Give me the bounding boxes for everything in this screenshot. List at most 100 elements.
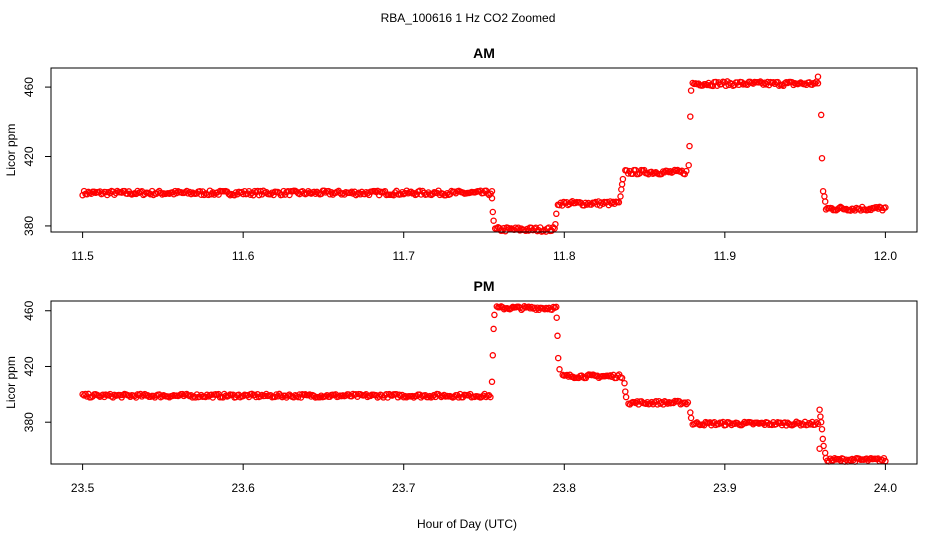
data-point [397,392,405,400]
data-point [617,193,624,200]
data-point [500,224,508,232]
data-point [790,81,797,89]
data-point [490,325,497,333]
x-tick-label: 23.9 [713,481,737,495]
x-tick-label: 11.5 [71,249,94,263]
data-points [79,73,889,235]
x-tick-label: 23.7 [392,481,416,495]
data-point [816,445,823,452]
data-point [257,393,264,400]
data-points [79,303,889,465]
data-point [819,187,827,195]
data-point [814,420,822,428]
data-point [819,435,827,443]
data-point [203,391,211,399]
data-point [490,217,497,224]
data-point [553,314,560,321]
data-point [553,303,560,311]
data-point [687,414,695,422]
data-point [316,394,324,401]
panel-title: PM [474,278,495,294]
data-point [882,204,889,211]
data-point [731,420,738,428]
data-point [687,87,695,94]
data-point [489,352,497,359]
x-tick-label: 12.0 [874,249,898,263]
data-point [196,187,204,195]
data-point [814,80,822,87]
data-point [367,392,374,400]
data-point [239,392,247,400]
plot-box [50,300,918,465]
data-point [818,425,826,433]
data-point [225,190,232,198]
chart-panels: AM 11.5 11.6 11.7 11.8 11.9 12.0 380 420 460 Licor… [4,45,918,495]
data-point [226,191,234,199]
data-point [642,400,650,408]
data-point [383,390,390,398]
data-point [488,194,496,202]
plot-box [50,67,918,233]
data-point [455,394,462,401]
data-point [347,189,354,197]
y-axis-label: Licor ppm [4,356,18,409]
x-tick-label: 11.8 [553,249,576,263]
x-tick-label: 11.9 [714,249,737,263]
y-tick-label: 460 [22,300,36,320]
data-point [618,181,626,188]
data-point [821,449,829,457]
data-point [681,399,689,406]
data-point [544,305,551,313]
data-point [817,418,825,426]
x-tick-label: 11.7 [392,249,415,263]
data-point [320,187,328,194]
data-point [489,208,497,216]
y-tick-label: 380 [22,412,36,432]
data-point [818,154,826,162]
data-point [835,455,843,463]
data-point [225,392,232,399]
data-point [873,204,880,211]
x-axis-label: Hour of Day (UTC) [417,517,517,531]
data-point [280,187,287,195]
data-point [400,393,407,401]
data-point [683,167,690,175]
data-point [409,392,416,400]
data-point [618,186,625,193]
y-tick-label: 460 [22,77,36,97]
data-point [816,406,823,413]
data-point [685,161,692,169]
data-point [821,193,828,200]
x-tick-label: 23.5 [71,481,95,495]
data-point [615,199,623,206]
data-point [436,392,444,399]
panel-pm: PM 23.5 23.6 23.7 23.8 23.9 24.0 380 420 460 Licor… [4,278,918,495]
data-point [158,191,166,198]
data-point [770,78,777,86]
data-point [200,191,208,199]
data-point [147,191,154,198]
panel-title: AM [473,45,495,61]
data-point [488,187,496,195]
data-point [684,399,692,406]
data-point [342,392,350,399]
data-point [817,111,825,119]
data-point [831,455,838,462]
data-point [814,73,822,80]
x-tick-label: 23.8 [553,481,577,495]
data-point [687,113,694,120]
data-point [687,409,694,416]
y-axis-label: Licor ppm [4,124,18,177]
data-point [491,311,498,319]
data-point [247,191,254,198]
data-point [583,201,591,208]
data-point [521,303,528,310]
data-point [552,220,559,228]
data-point [686,142,693,150]
data-point [277,392,284,399]
data-point [488,378,496,386]
data-point [307,393,315,400]
data-point [619,175,627,183]
data-point [554,332,561,340]
